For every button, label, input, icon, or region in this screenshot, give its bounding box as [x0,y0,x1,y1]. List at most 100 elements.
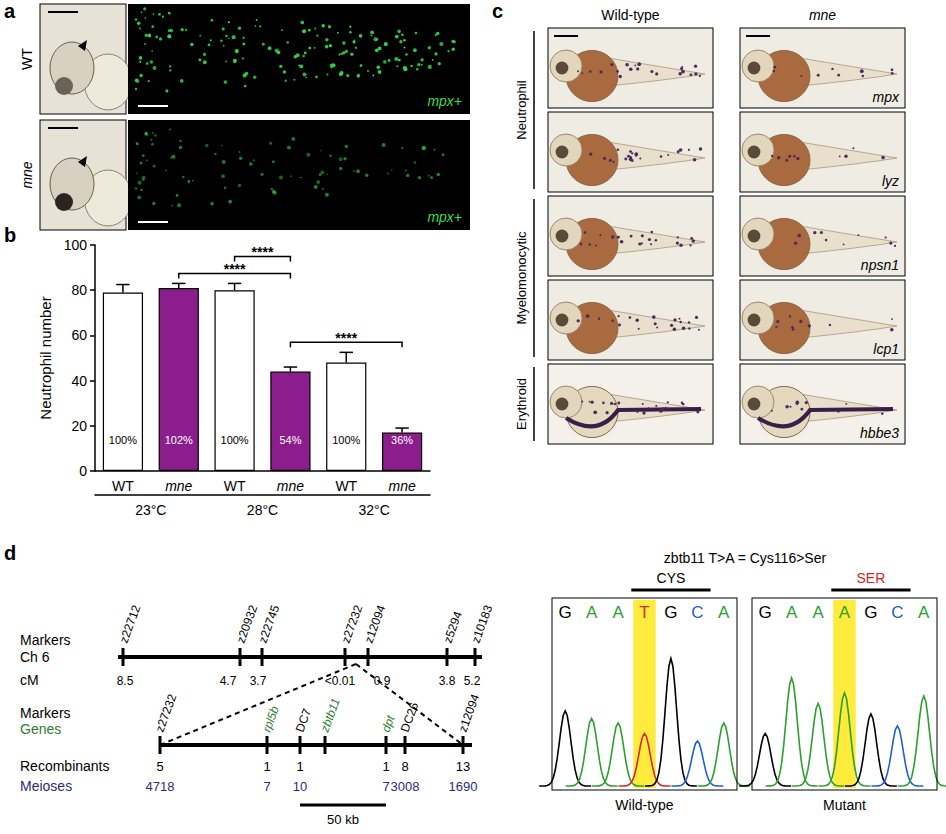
svg-text:hbbe3: hbbe3 [860,425,899,441]
svg-text:T: T [639,603,649,622]
svg-text:lyz: lyz [882,173,899,189]
svg-text:1: 1 [296,759,303,774]
svg-text:WT: WT [112,478,134,494]
svg-text:DC26: DC26 [398,700,422,734]
svg-text:CYS: CYS [657,570,686,586]
svg-text:z27232: z27232 [153,692,180,734]
svg-text:mpx+: mpx+ [427,93,462,109]
svg-text:WT: WT [19,48,35,70]
svg-text:Ch 6: Ch 6 [20,649,50,665]
svg-text:mne: mne [809,7,836,23]
svg-text:54%: 54% [279,434,301,446]
svg-text:36%: 36% [391,434,413,446]
svg-text:100%: 100% [109,434,137,446]
svg-text:A: A [612,603,624,622]
svg-text:A: A [786,603,798,622]
svg-text:z12094: z12094 [456,692,483,734]
svg-text:G: G [664,603,677,622]
svg-text:3008: 3008 [391,779,420,794]
svg-text:0.9: 0.9 [374,674,391,688]
svg-text:C: C [891,603,903,622]
svg-text:****: **** [224,261,246,277]
svg-text:1: 1 [382,759,389,774]
svg-text:3.8: 3.8 [439,674,456,688]
svg-text:8: 8 [401,759,408,774]
svg-text:100%: 100% [221,434,249,446]
svg-text:c: c [492,0,503,22]
svg-text:1: 1 [263,759,270,774]
svg-text:Mutant: Mutant [823,797,866,813]
svg-text:a: a [4,0,16,22]
svg-text:z12094: z12094 [362,603,389,645]
svg-text:cM: cM [20,672,39,688]
svg-text:Recombinants: Recombinants [20,758,110,774]
svg-text:3.7: 3.7 [250,674,267,688]
svg-text:zbtb11 T>A = Cys116>Ser: zbtb11 T>A = Cys116>Ser [664,550,827,566]
svg-text:50 kb: 50 kb [327,812,359,827]
svg-text:DC7: DC7 [293,706,314,734]
svg-text:Neutrophil number: Neutrophil number [37,296,54,419]
svg-text:mne: mne [277,478,304,494]
svg-text:WT: WT [335,478,357,494]
svg-text:mne: mne [19,161,35,188]
svg-text:28°C: 28°C [247,502,278,518]
svg-text:mpx+: mpx+ [427,209,462,225]
svg-text:WT: WT [224,478,246,494]
svg-text:z5294: z5294 [441,609,465,645]
svg-text:10: 10 [293,779,307,794]
svg-text:A: A [718,603,730,622]
svg-text:Neutrophil: Neutrophil [514,80,529,139]
svg-text:4718: 4718 [146,779,175,794]
svg-text:G: G [759,603,772,622]
svg-text:23°C: 23°C [135,502,166,518]
svg-text:8.5: 8.5 [117,674,134,688]
svg-text:5.2: 5.2 [464,674,481,688]
svg-text:Myelomonocytic: Myelomonocytic [514,231,529,325]
svg-text:dpt: dpt [379,713,398,734]
svg-text:zbtb11: zbtb11 [317,696,343,735]
svg-text:C: C [691,603,703,622]
svg-text:A: A [586,603,598,622]
svg-text:Markers: Markers [20,705,71,721]
svg-text:A: A [812,603,824,622]
svg-text:G: G [864,603,877,622]
svg-text:<0.01: <0.01 [325,674,356,688]
svg-text:1690: 1690 [449,779,478,794]
svg-text:20: 20 [71,418,87,434]
svg-text:7: 7 [382,779,389,794]
svg-text:Erythroid: Erythroid [514,378,529,430]
svg-text:z22712: z22712 [117,603,144,645]
svg-text:60: 60 [71,327,87,343]
svg-text:32°C: 32°C [359,502,390,518]
svg-text:mpx: mpx [873,89,900,105]
svg-text:rpl5b: rpl5b [260,704,282,734]
svg-text:d: d [4,542,16,564]
svg-text:100%: 100% [332,434,360,446]
svg-text:A: A [839,603,851,622]
svg-text:5: 5 [156,759,163,774]
svg-text:Genes: Genes [20,721,61,737]
svg-text:mne: mne [165,478,192,494]
svg-text:z22745: z22745 [256,603,283,645]
svg-text:Wild-type: Wild-type [601,7,660,23]
svg-text:4.7: 4.7 [220,674,237,688]
svg-text:A: A [918,603,930,622]
svg-text:b: b [4,224,16,246]
svg-text:40: 40 [71,373,87,389]
svg-text:SER: SER [857,570,886,586]
svg-text:100: 100 [64,237,88,253]
svg-text:Markers: Markers [20,632,71,648]
svg-text:lcp1: lcp1 [873,341,899,357]
svg-text:102%: 102% [165,434,193,446]
svg-text:0: 0 [79,463,87,479]
svg-text:7: 7 [263,779,270,794]
svg-text:mne: mne [388,478,415,494]
svg-text:80: 80 [71,282,87,298]
svg-text:G: G [559,603,572,622]
svg-text:Meioses: Meioses [20,778,72,794]
svg-text:13: 13 [456,759,470,774]
svg-text:****: **** [252,244,274,260]
svg-text:****: **** [335,330,357,346]
svg-text:Wild-type: Wild-type [615,797,674,813]
svg-text:z10183: z10183 [469,603,496,645]
